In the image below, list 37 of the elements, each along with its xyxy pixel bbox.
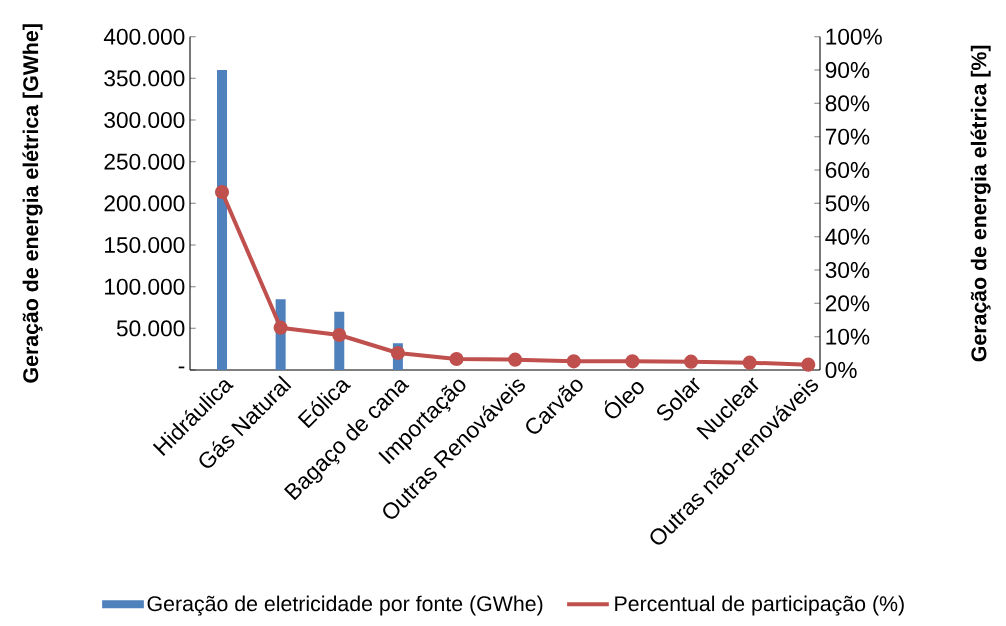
y2-tick-label: 80% bbox=[825, 95, 870, 112]
point bbox=[449, 351, 464, 367]
y2-tick-label: 10% bbox=[826, 328, 870, 345]
bar bbox=[217, 70, 228, 370]
point bbox=[273, 320, 288, 335]
y-tick-label: 200.000 bbox=[104, 195, 185, 212]
y2-axis-title: Geração de energia elétrica [%] bbox=[970, 45, 991, 362]
y-tick-label: 250.000 bbox=[104, 153, 185, 170]
y-tick-label: 400.000 bbox=[103, 28, 185, 45]
point bbox=[625, 354, 640, 369]
y-tick-label: 50.000 bbox=[116, 320, 185, 337]
legend-label: Percentual de participação (%) bbox=[615, 595, 904, 616]
y2-tick-label: 100% bbox=[826, 28, 882, 45]
y2-tick-label: 90% bbox=[825, 61, 870, 79]
x-tick-label: Óleo bbox=[604, 382, 644, 419]
y2-tick-label: 20% bbox=[825, 295, 870, 312]
point bbox=[214, 184, 230, 200]
point bbox=[332, 327, 347, 343]
point bbox=[566, 354, 581, 369]
point bbox=[683, 354, 699, 369]
y2-tick-label: 30% bbox=[825, 261, 870, 279]
y2-tick-label: 0% bbox=[825, 361, 857, 379]
y-tick-label: 150.000 bbox=[105, 236, 185, 254]
y2-tick-label: 60% bbox=[825, 161, 870, 179]
legend-label: Geração de eletricidade por fonte (GWhe) bbox=[147, 595, 543, 616]
point bbox=[508, 352, 523, 367]
point bbox=[742, 355, 757, 370]
y-axis-title: Geração de energia elétrica [GWhe] bbox=[22, 24, 43, 383]
y2-tick-label: 70% bbox=[825, 128, 870, 145]
y2-tick-label: 50% bbox=[825, 195, 870, 212]
y-tick-label: 100.000 bbox=[105, 278, 185, 295]
point bbox=[801, 357, 816, 372]
y-tick-label: 300.000 bbox=[104, 111, 185, 129]
point bbox=[390, 345, 405, 361]
y2-tick-label: 40% bbox=[825, 228, 870, 245]
y-tick-label: - bbox=[178, 366, 185, 369]
y-tick-label: 350.000 bbox=[104, 70, 185, 87]
